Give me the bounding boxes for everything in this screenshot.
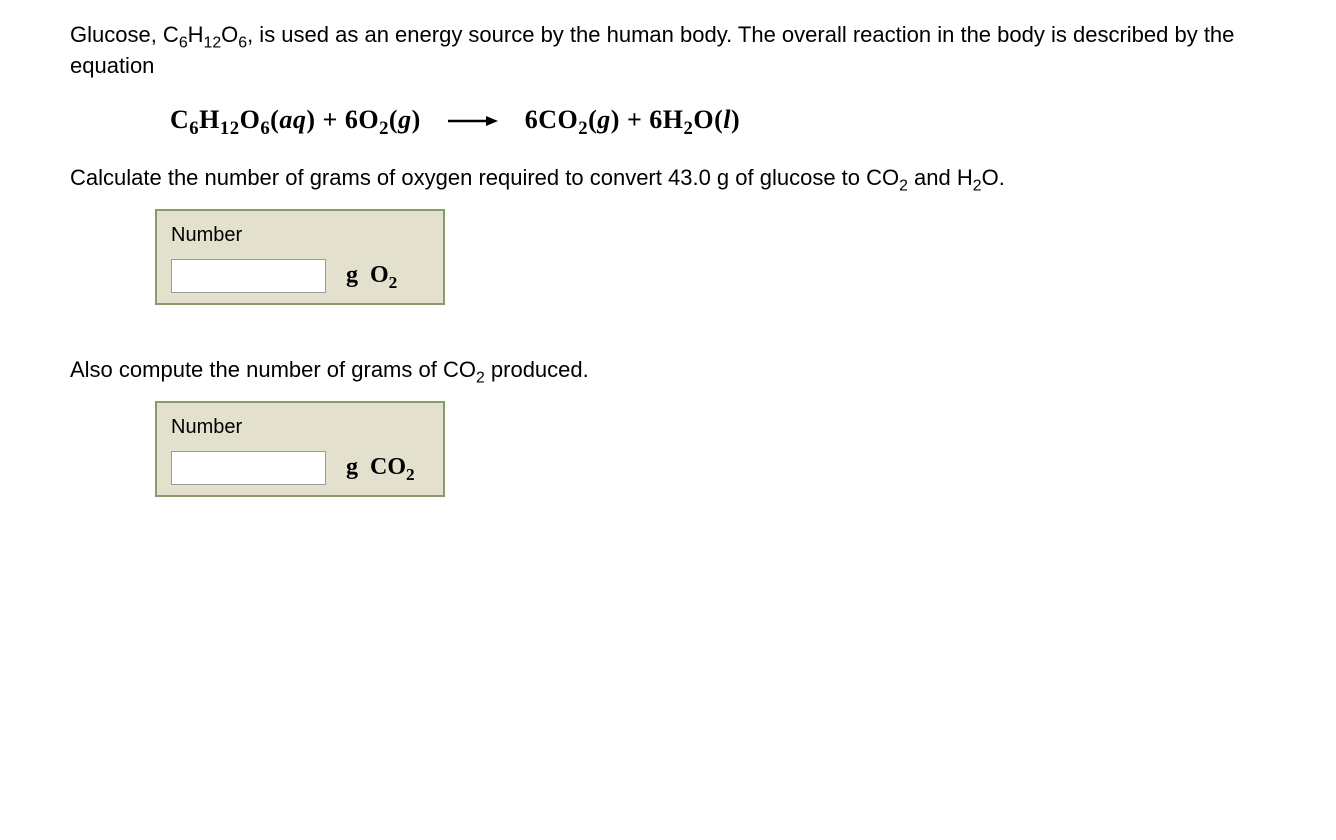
paren: (: [714, 105, 723, 134]
intro-text: Glucose, C: [70, 22, 179, 47]
sub: 6: [179, 34, 188, 51]
question-2: Also compute the number of grams of CO2 …: [70, 355, 1266, 386]
sub: 2: [973, 177, 982, 194]
q2-text: produced.: [485, 357, 589, 382]
eq-part: C: [170, 105, 189, 134]
chemical-equation: C6H12O6(aq) + 6O2(g) 6CO2(g) + 6H2O(l): [170, 102, 1266, 138]
number-label: Number: [171, 413, 429, 441]
eq-part: O: [693, 105, 714, 134]
paren: ): [306, 105, 315, 134]
state: g: [597, 105, 611, 134]
eq-part: O: [240, 105, 261, 134]
q1-text: O.: [982, 165, 1005, 190]
sub: 12: [220, 118, 240, 139]
eq-part: H: [199, 105, 220, 134]
sub: 6: [189, 118, 199, 139]
paren: ): [611, 105, 620, 134]
q1-text: and H: [908, 165, 973, 190]
unit-symbol: O: [370, 262, 389, 288]
sub: 2: [379, 118, 389, 139]
intro-text: O: [221, 22, 238, 47]
unit-label: g O2: [346, 259, 397, 293]
paren: ): [731, 105, 740, 134]
paren: (: [389, 105, 398, 134]
sub: 6: [260, 118, 270, 139]
answer-box-co2: Number g CO2: [155, 401, 445, 497]
eq-part: + 6O: [316, 105, 380, 134]
co2-grams-input[interactable]: [171, 451, 326, 485]
eq-part: 6CO: [525, 105, 579, 134]
eq-part: + 6H: [620, 105, 684, 134]
sub: 6: [238, 34, 247, 51]
problem-intro: Glucose, C6H12O6, is used as an energy s…: [70, 20, 1266, 82]
input-row: g CO2: [171, 451, 429, 485]
state: g: [398, 105, 412, 134]
input-row: g O2: [171, 259, 429, 293]
sub: 12: [204, 34, 222, 51]
q1-text: Calculate the number of grams of oxygen …: [70, 165, 899, 190]
state: l: [723, 105, 731, 134]
number-label: Number: [171, 221, 429, 249]
o2-grams-input[interactable]: [171, 259, 326, 293]
paren: ): [412, 105, 421, 134]
q2-text: Also compute the number of grams of CO: [70, 357, 476, 382]
state: aq: [279, 105, 306, 134]
sub: 2: [389, 273, 398, 292]
sub: 2: [476, 369, 485, 386]
intro-text: H: [188, 22, 204, 47]
sub: 2: [406, 465, 415, 484]
unit-label: g CO2: [346, 451, 415, 485]
question-1: Calculate the number of grams of oxygen …: [70, 163, 1266, 194]
paren: (: [270, 105, 279, 134]
answer-box-o2: Number g O2: [155, 209, 445, 305]
sub: 2: [899, 177, 908, 194]
sub: 2: [684, 118, 694, 139]
unit-g: g: [346, 262, 358, 288]
paren: (: [588, 105, 597, 134]
unit-g: g: [346, 454, 358, 480]
reaction-arrow-icon: [448, 102, 498, 138]
unit-symbol: CO: [370, 454, 406, 480]
sub: 2: [578, 118, 588, 139]
